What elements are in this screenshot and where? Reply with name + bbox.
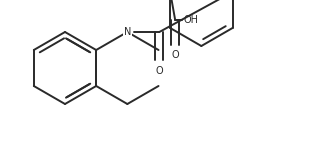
Text: N: N — [124, 27, 131, 37]
Text: O: O — [156, 66, 163, 76]
Text: O: O — [171, 50, 179, 60]
Text: OH: OH — [183, 15, 198, 25]
